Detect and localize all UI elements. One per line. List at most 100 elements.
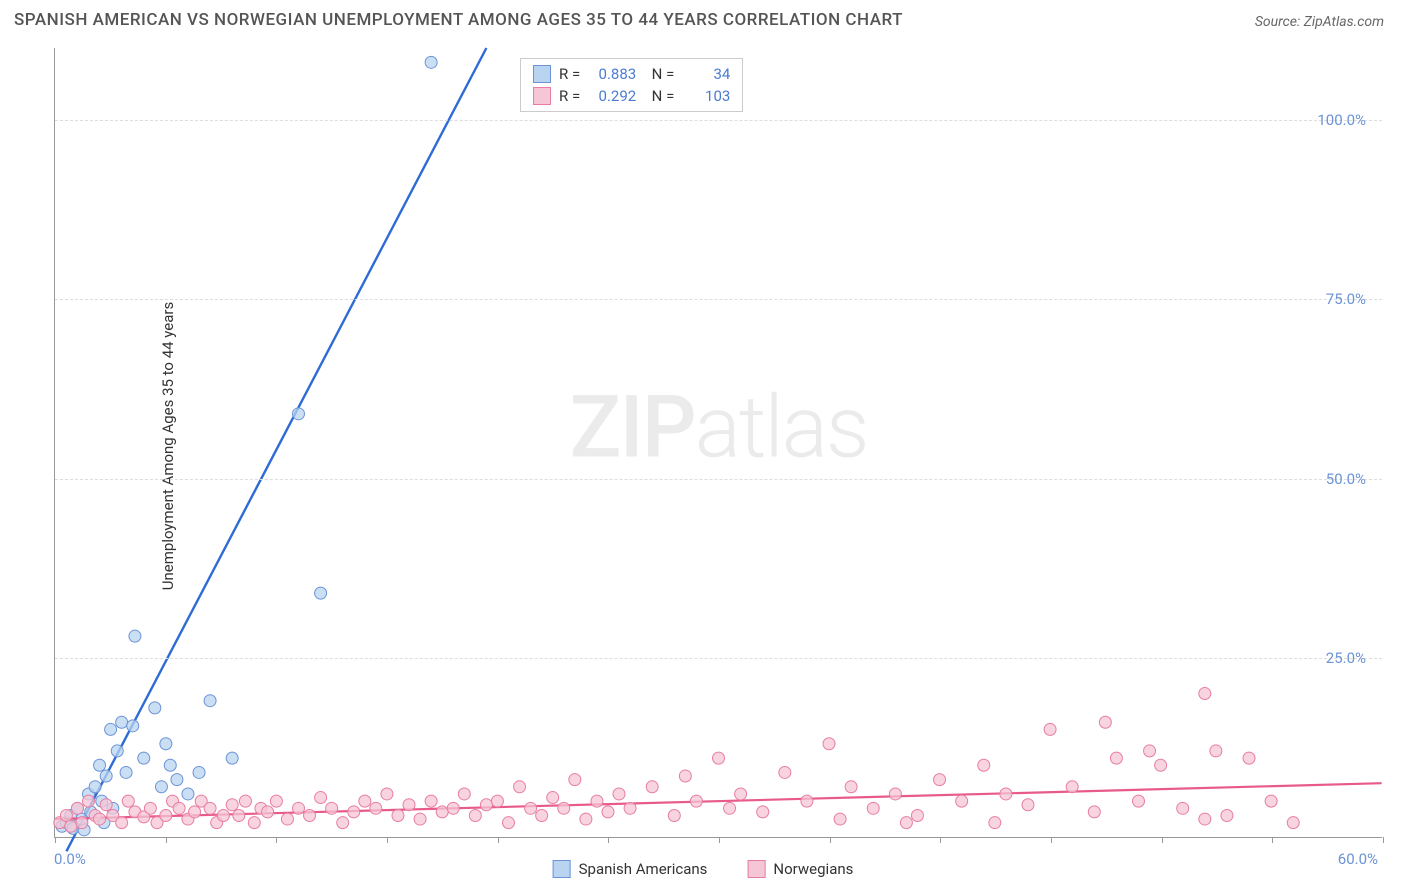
legend-swatch-icon — [553, 860, 571, 878]
data-point — [613, 788, 625, 800]
x-axis-max-label: 60.0% — [1338, 850, 1378, 868]
data-point — [173, 802, 185, 814]
data-point — [1265, 795, 1277, 807]
stat-r-value: 0.292 — [588, 85, 636, 107]
data-point — [89, 781, 101, 793]
source-attribution: Source: ZipAtlas.com — [1255, 14, 1384, 30]
x-tick — [387, 837, 388, 843]
stat-n-label: N = — [644, 85, 674, 107]
correlation-stats-box: R =0.883 N =34R =0.292 N =103 — [520, 58, 743, 112]
data-point — [116, 817, 128, 829]
x-axis-min-label: 0.0% — [54, 850, 86, 868]
data-point — [348, 806, 360, 818]
legend-item: Norwegians — [747, 860, 853, 878]
gridline — [55, 120, 1382, 121]
data-point — [779, 766, 791, 778]
data-point — [270, 795, 282, 807]
data-point — [1210, 745, 1222, 757]
data-point — [120, 766, 132, 778]
data-point — [94, 813, 106, 825]
data-point — [381, 788, 393, 800]
data-point — [160, 738, 172, 750]
data-point — [392, 809, 404, 821]
data-point — [122, 795, 134, 807]
data-point — [834, 813, 846, 825]
data-point — [823, 738, 835, 750]
stat-n-value: 34 — [682, 63, 730, 85]
data-point — [239, 795, 251, 807]
data-point — [155, 781, 167, 793]
y-tick-label: 50.0% — [1326, 470, 1374, 488]
stat-n-label: N = — [644, 63, 674, 85]
data-point — [1044, 723, 1056, 735]
data-point — [359, 795, 371, 807]
data-point — [189, 806, 201, 818]
data-point — [911, 809, 923, 821]
data-point — [900, 817, 912, 829]
data-point — [934, 774, 946, 786]
stat-r-label: R = — [559, 63, 580, 85]
series-legend: Spanish Americans Norwegians — [553, 860, 854, 878]
data-point — [204, 695, 216, 707]
data-point — [111, 745, 123, 757]
data-point — [100, 770, 112, 782]
scatter-svg — [55, 48, 1382, 837]
data-point — [65, 820, 77, 832]
data-point — [602, 806, 614, 818]
data-point — [315, 587, 327, 599]
data-point — [217, 809, 229, 821]
data-point — [1199, 813, 1211, 825]
legend-label: Spanish Americans — [579, 860, 708, 878]
data-point — [1088, 806, 1100, 818]
data-point — [757, 806, 769, 818]
data-point — [193, 766, 205, 778]
data-point — [315, 792, 327, 804]
data-point — [160, 809, 172, 821]
legend-swatch-icon — [747, 860, 765, 878]
data-point — [458, 788, 470, 800]
data-point — [138, 752, 150, 764]
legend-swatch-icon — [533, 87, 551, 105]
data-point — [514, 781, 526, 793]
data-point — [845, 781, 857, 793]
data-point — [105, 723, 117, 735]
data-point — [436, 806, 448, 818]
data-point — [1177, 802, 1189, 814]
data-point — [547, 792, 559, 804]
legend-label: Norwegians — [773, 860, 853, 878]
x-tick — [940, 837, 941, 843]
data-point — [293, 802, 305, 814]
stats-row: R =0.883 N =34 — [533, 63, 730, 85]
data-point — [525, 802, 537, 814]
data-point — [71, 802, 83, 814]
data-point — [1155, 759, 1167, 771]
legend-item: Spanish Americans — [553, 860, 708, 878]
data-point — [580, 813, 592, 825]
data-point — [503, 817, 515, 829]
legend-swatch-icon — [533, 65, 551, 83]
data-point — [1221, 809, 1233, 821]
data-point — [668, 809, 680, 821]
data-point — [414, 813, 426, 825]
stat-n-value: 103 — [682, 85, 730, 107]
data-point — [403, 799, 415, 811]
data-point — [76, 817, 88, 829]
data-point — [233, 809, 245, 821]
data-point — [491, 795, 503, 807]
data-point — [624, 802, 636, 814]
x-tick — [830, 837, 831, 843]
y-tick-label: 25.0% — [1326, 649, 1374, 667]
x-tick — [608, 837, 609, 843]
x-tick — [1051, 837, 1052, 843]
y-tick-label: 75.0% — [1326, 290, 1374, 308]
data-point — [1287, 817, 1299, 829]
x-tick — [276, 837, 277, 843]
stats-row: R =0.292 N =103 — [533, 85, 730, 107]
x-tick — [55, 837, 56, 843]
data-point — [1133, 795, 1145, 807]
data-point — [226, 799, 238, 811]
data-point — [337, 817, 349, 829]
data-point — [1199, 688, 1211, 700]
data-point — [724, 802, 736, 814]
gridline — [55, 299, 1382, 300]
